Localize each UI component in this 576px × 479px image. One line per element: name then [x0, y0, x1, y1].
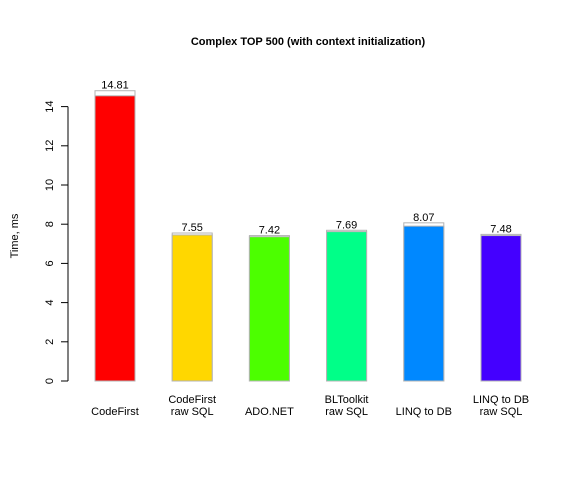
chart-title: Complex TOP 500 (with context initializa…: [191, 36, 426, 48]
category-label: CodeFirst: [168, 394, 216, 406]
category-label: LINQ to DB: [473, 394, 529, 406]
bar-value-label: 7.42: [259, 225, 280, 237]
category-label: raw SQL: [325, 406, 368, 418]
y-tick-label: 8: [44, 221, 56, 227]
bar-value-label: 7.55: [181, 222, 202, 234]
category-label: raw SQL: [480, 406, 523, 418]
bar-value-label: 7.48: [490, 223, 511, 235]
bar: [94, 95, 136, 382]
category-label: CodeFirst: [91, 406, 139, 418]
y-tick-label: 0: [44, 378, 56, 384]
bar: [326, 231, 368, 382]
y-tick-label: 12: [44, 140, 56, 152]
bars: 14.81 7.55 7.42 7.69 8.07 7.48: [94, 80, 522, 382]
category-label: BLToolkit: [325, 394, 369, 406]
bar: [248, 236, 290, 382]
y-tick-label: 14: [44, 100, 56, 112]
bar: [171, 234, 213, 382]
y-axis-label: Time, ms: [9, 213, 21, 258]
bar-value-label: 7.69: [336, 219, 357, 231]
y-tick-label: 2: [44, 339, 56, 345]
y-tick-label: 4: [44, 300, 56, 306]
category-label: ADO.NET: [245, 406, 294, 418]
y-tick-label: 6: [44, 260, 56, 266]
bar: [403, 225, 445, 382]
bar: [480, 235, 522, 382]
bar-value-label: 14.81: [101, 80, 129, 92]
category-label: raw SQL: [171, 406, 214, 418]
y-axis: 0 2 4 6 8 10 12 14: [44, 100, 69, 384]
category-label: LINQ to DB: [396, 406, 452, 418]
bar-value-label: 8.07: [413, 212, 434, 224]
y-tick-label: 10: [44, 179, 56, 191]
